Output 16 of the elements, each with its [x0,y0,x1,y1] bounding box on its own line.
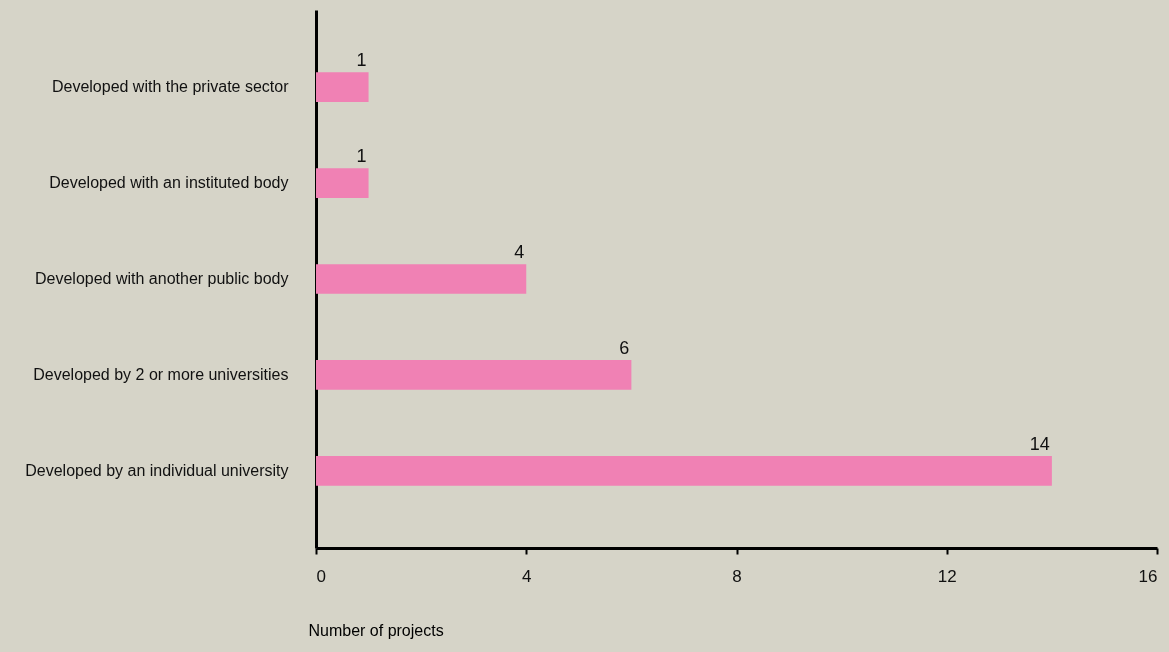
y-tick-label: Developed with an instituted body [49,174,289,192]
y-tick-label: Developed with the private sector [51,78,290,96]
data-label: 4 [514,242,525,262]
x-tick-label: 8 [732,566,742,586]
data-label: 6 [619,337,630,358]
data-label: 1 [356,50,367,71]
x-tick-label: 16 [1138,566,1158,586]
x-tick-label: 0 [316,566,326,586]
data-label: 14 [1029,433,1050,454]
y-tick-label: Developed with another public body [35,270,289,287]
y-tick-label: Developed by an individual university [25,461,289,479]
x-axis-title: Number of projects [308,621,444,639]
y-tick-label: Developed by 2 or more universities [33,365,289,383]
x-tick-label: 4 [522,566,532,586]
x-tick-label: 12 [937,566,957,586]
data-label: 1 [356,146,367,167]
